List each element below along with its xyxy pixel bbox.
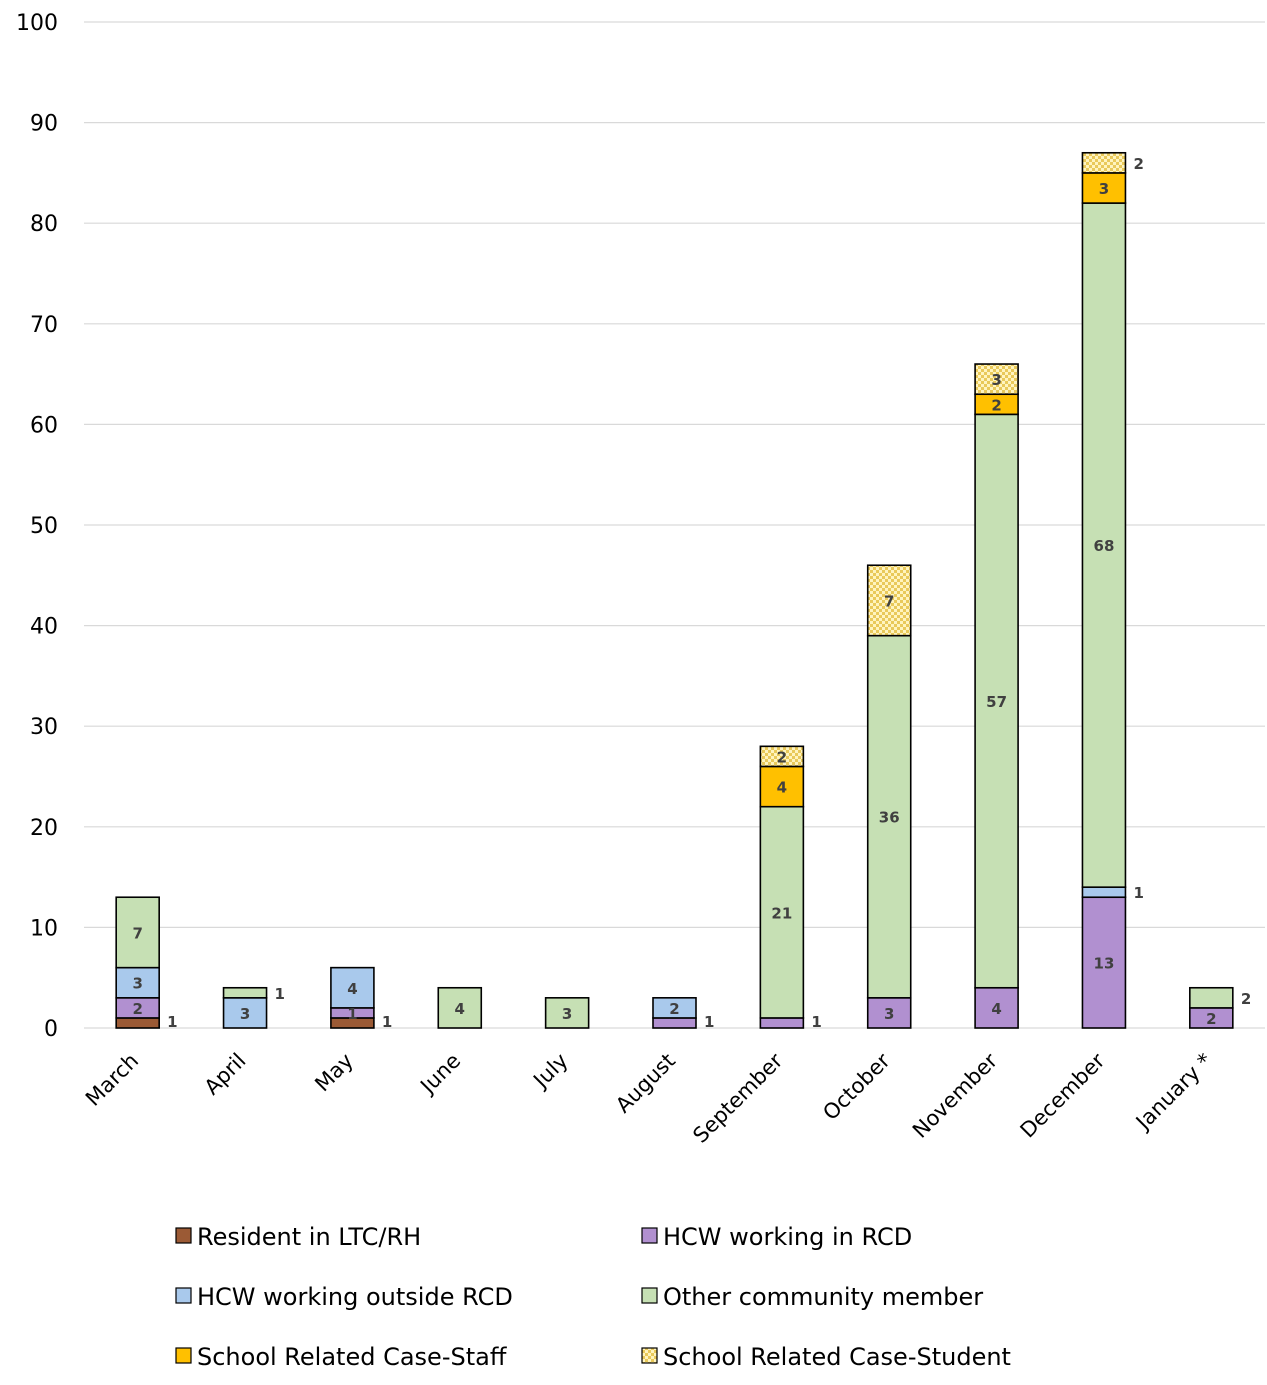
y-tick-label-90: 90 <box>30 112 58 137</box>
data-label-october-other-community-member: 36 <box>879 809 900 827</box>
data-label-january-hcw-working-in-rcd: 2 <box>1206 1010 1216 1028</box>
x-category-label-october: October <box>818 1048 895 1125</box>
data-label-november-other-community-member: 57 <box>986 693 1007 711</box>
x-category-label-may: May <box>310 1049 358 1097</box>
data-label-december-school-related-case-staff: 3 <box>1099 180 1109 198</box>
bar-december-hcw-working-in-rcd <box>1081 896 1127 1029</box>
bar-january-other-community-member <box>1189 986 1234 1009</box>
bar-march-resident-in-ltc-rh <box>115 1017 160 1029</box>
data-label-may-hcw-working-outside-rcd: 4 <box>347 980 357 998</box>
data-label-october-school-related-case-student: 7 <box>884 592 894 610</box>
y-axis-tick-labels: 0 10 20 30 40 50 60 70 80 90 100 <box>16 11 58 1042</box>
bar-november-school-related-case-student <box>974 363 1019 396</box>
y-tick-label-50: 50 <box>30 514 58 539</box>
y-tick-label-10: 10 <box>30 916 58 941</box>
legend-swatch-hcw-working-in-rcd <box>641 1227 658 1244</box>
data-label-august-hcw-working-in-rcd: 1 <box>704 1013 714 1031</box>
data-label-september-hcw-working-in-rcd: 1 <box>811 1013 821 1031</box>
legend-swatch-school-related-case-staff <box>175 1347 192 1364</box>
bar-october-other-community-member <box>866 634 912 999</box>
data-label-april-other-community-member: 1 <box>275 985 285 1003</box>
bar-october-school-related-case-student <box>866 564 912 637</box>
bar-december-hcw-working-outside-rcd <box>1081 886 1127 899</box>
x-category-label-march: March <box>81 1049 143 1111</box>
gridlines <box>84 21 1265 1029</box>
data-label-november-school-related-case-staff: 2 <box>991 396 1001 414</box>
data-label-december-other-community-member: 68 <box>1094 537 1115 555</box>
legend-label-hcw-working-in-rcd: HCW working in RCD <box>663 1223 912 1251</box>
data-label-january-other-community-member: 2 <box>1241 990 1251 1008</box>
data-label-september-school-related-case-student: 2 <box>777 748 787 766</box>
data-label-september-school-related-case-staff: 4 <box>777 779 787 797</box>
x-category-label-december: December <box>1016 1048 1110 1142</box>
legend-swatch-hcw-working-outside-rcd <box>175 1287 192 1304</box>
data-label-november-school-related-case-student: 3 <box>991 371 1001 389</box>
x-category-label-july: July <box>528 1049 573 1094</box>
bar-april-other-community-member <box>222 986 268 999</box>
y-tick-label-80: 80 <box>30 212 58 237</box>
bar-december-school-related-case-staff <box>1081 172 1127 204</box>
x-axis-category-labels: March April May June July August September Octo… <box>81 1048 1217 1147</box>
x-category-label-january: January * <box>1130 1049 1217 1136</box>
data-label-march-hcw-working-in-rcd: 2 <box>132 1000 142 1018</box>
data-label-april-hcw-working-outside-rcd: 3 <box>240 1005 250 1023</box>
data-label-march-other-community-member: 7 <box>132 924 142 942</box>
x-category-label-november: November <box>908 1048 1002 1142</box>
legend-swatch-other-community-member <box>641 1287 658 1304</box>
bar-may-hcw-working-outside-rcd <box>330 966 375 1009</box>
bar-september-school-related-case-student <box>759 745 805 768</box>
legend-label-hcw-working-outside-rcd: HCW working outside RCD <box>197 1283 513 1311</box>
bar-december-school-related-case-student <box>1081 151 1127 174</box>
bar-december-other-community-member <box>1081 202 1127 888</box>
data-label-march-hcw-working-outside-rcd: 3 <box>132 975 142 993</box>
bar-august-hcw-working-in-rcd <box>652 1017 697 1029</box>
y-tick-label-30: 30 <box>30 715 58 740</box>
data-label-october-hcw-working-in-rcd: 3 <box>884 1005 894 1023</box>
y-tick-label-0: 0 <box>44 1017 58 1042</box>
data-label-july-other-community-member: 3 <box>562 1005 572 1023</box>
bars <box>115 151 1234 1029</box>
x-category-label-august: August <box>611 1049 680 1118</box>
bar-november-other-community-member <box>974 413 1019 989</box>
y-tick-label-100: 100 <box>16 11 58 36</box>
x-category-label-april: April <box>200 1049 251 1100</box>
x-category-label-june: June <box>415 1049 466 1100</box>
y-tick-label-40: 40 <box>30 615 58 640</box>
legend: Resident in LTC/RH HCW working in RCD HCW … <box>175 1223 1011 1371</box>
data-label-march-resident-in-ltc-rh: 1 <box>167 1013 177 1031</box>
legend-label-school-related-case-student: School Related Case-Student <box>663 1343 1011 1371</box>
data-label-june-other-community-member: 4 <box>455 1000 465 1018</box>
bar-october-hcw-working-in-rcd <box>866 997 912 1029</box>
data-label-may-hcw-working-in-rcd: 1 <box>347 1005 357 1023</box>
data-label-august-hcw-working-outside-rcd: 2 <box>669 1000 679 1018</box>
legend-swatch-resident-in-ltc-rh <box>175 1227 192 1244</box>
bar-september-hcw-working-in-rcd <box>759 1017 805 1029</box>
bar-august-hcw-working-outside-rcd <box>652 997 697 1019</box>
x-category-label-september: September <box>688 1048 787 1147</box>
data-label-december-hcw-working-in-rcd: 13 <box>1094 955 1115 973</box>
bar-september-other-community-member <box>759 805 805 1019</box>
legend-label-school-related-case-staff: School Related Case-Staff <box>197 1343 507 1371</box>
bar-march-other-community-member <box>115 896 160 969</box>
data-label-may-resident-in-ltc-rh: 1 <box>382 1013 392 1031</box>
data-label-december-school-related-case-student: 2 <box>1133 155 1143 173</box>
data-label-september-other-community-member: 21 <box>771 904 792 922</box>
legend-label-resident-in-ltc-rh: Resident in LTC/RH <box>197 1223 421 1251</box>
y-tick-label-20: 20 <box>30 816 58 841</box>
bar-july-other-community-member <box>544 997 590 1029</box>
y-tick-label-60: 60 <box>30 413 58 438</box>
bar-november-hcw-working-in-rcd <box>974 986 1019 1029</box>
bar-june-other-community-member <box>437 986 483 1029</box>
bar-april-hcw-working-outside-rcd <box>222 997 268 1029</box>
data-label-november-hcw-working-in-rcd: 4 <box>991 1000 1001 1018</box>
data-label-december-hcw-working-outside-rcd: 1 <box>1133 884 1143 902</box>
y-tick-label-70: 70 <box>30 313 58 338</box>
bar-september-school-related-case-staff <box>759 765 805 808</box>
legend-swatch-school-related-case-student <box>641 1347 658 1364</box>
legend-label-other-community-member: Other community member <box>663 1283 983 1311</box>
bar-march-hcw-working-outside-rcd <box>115 966 160 999</box>
